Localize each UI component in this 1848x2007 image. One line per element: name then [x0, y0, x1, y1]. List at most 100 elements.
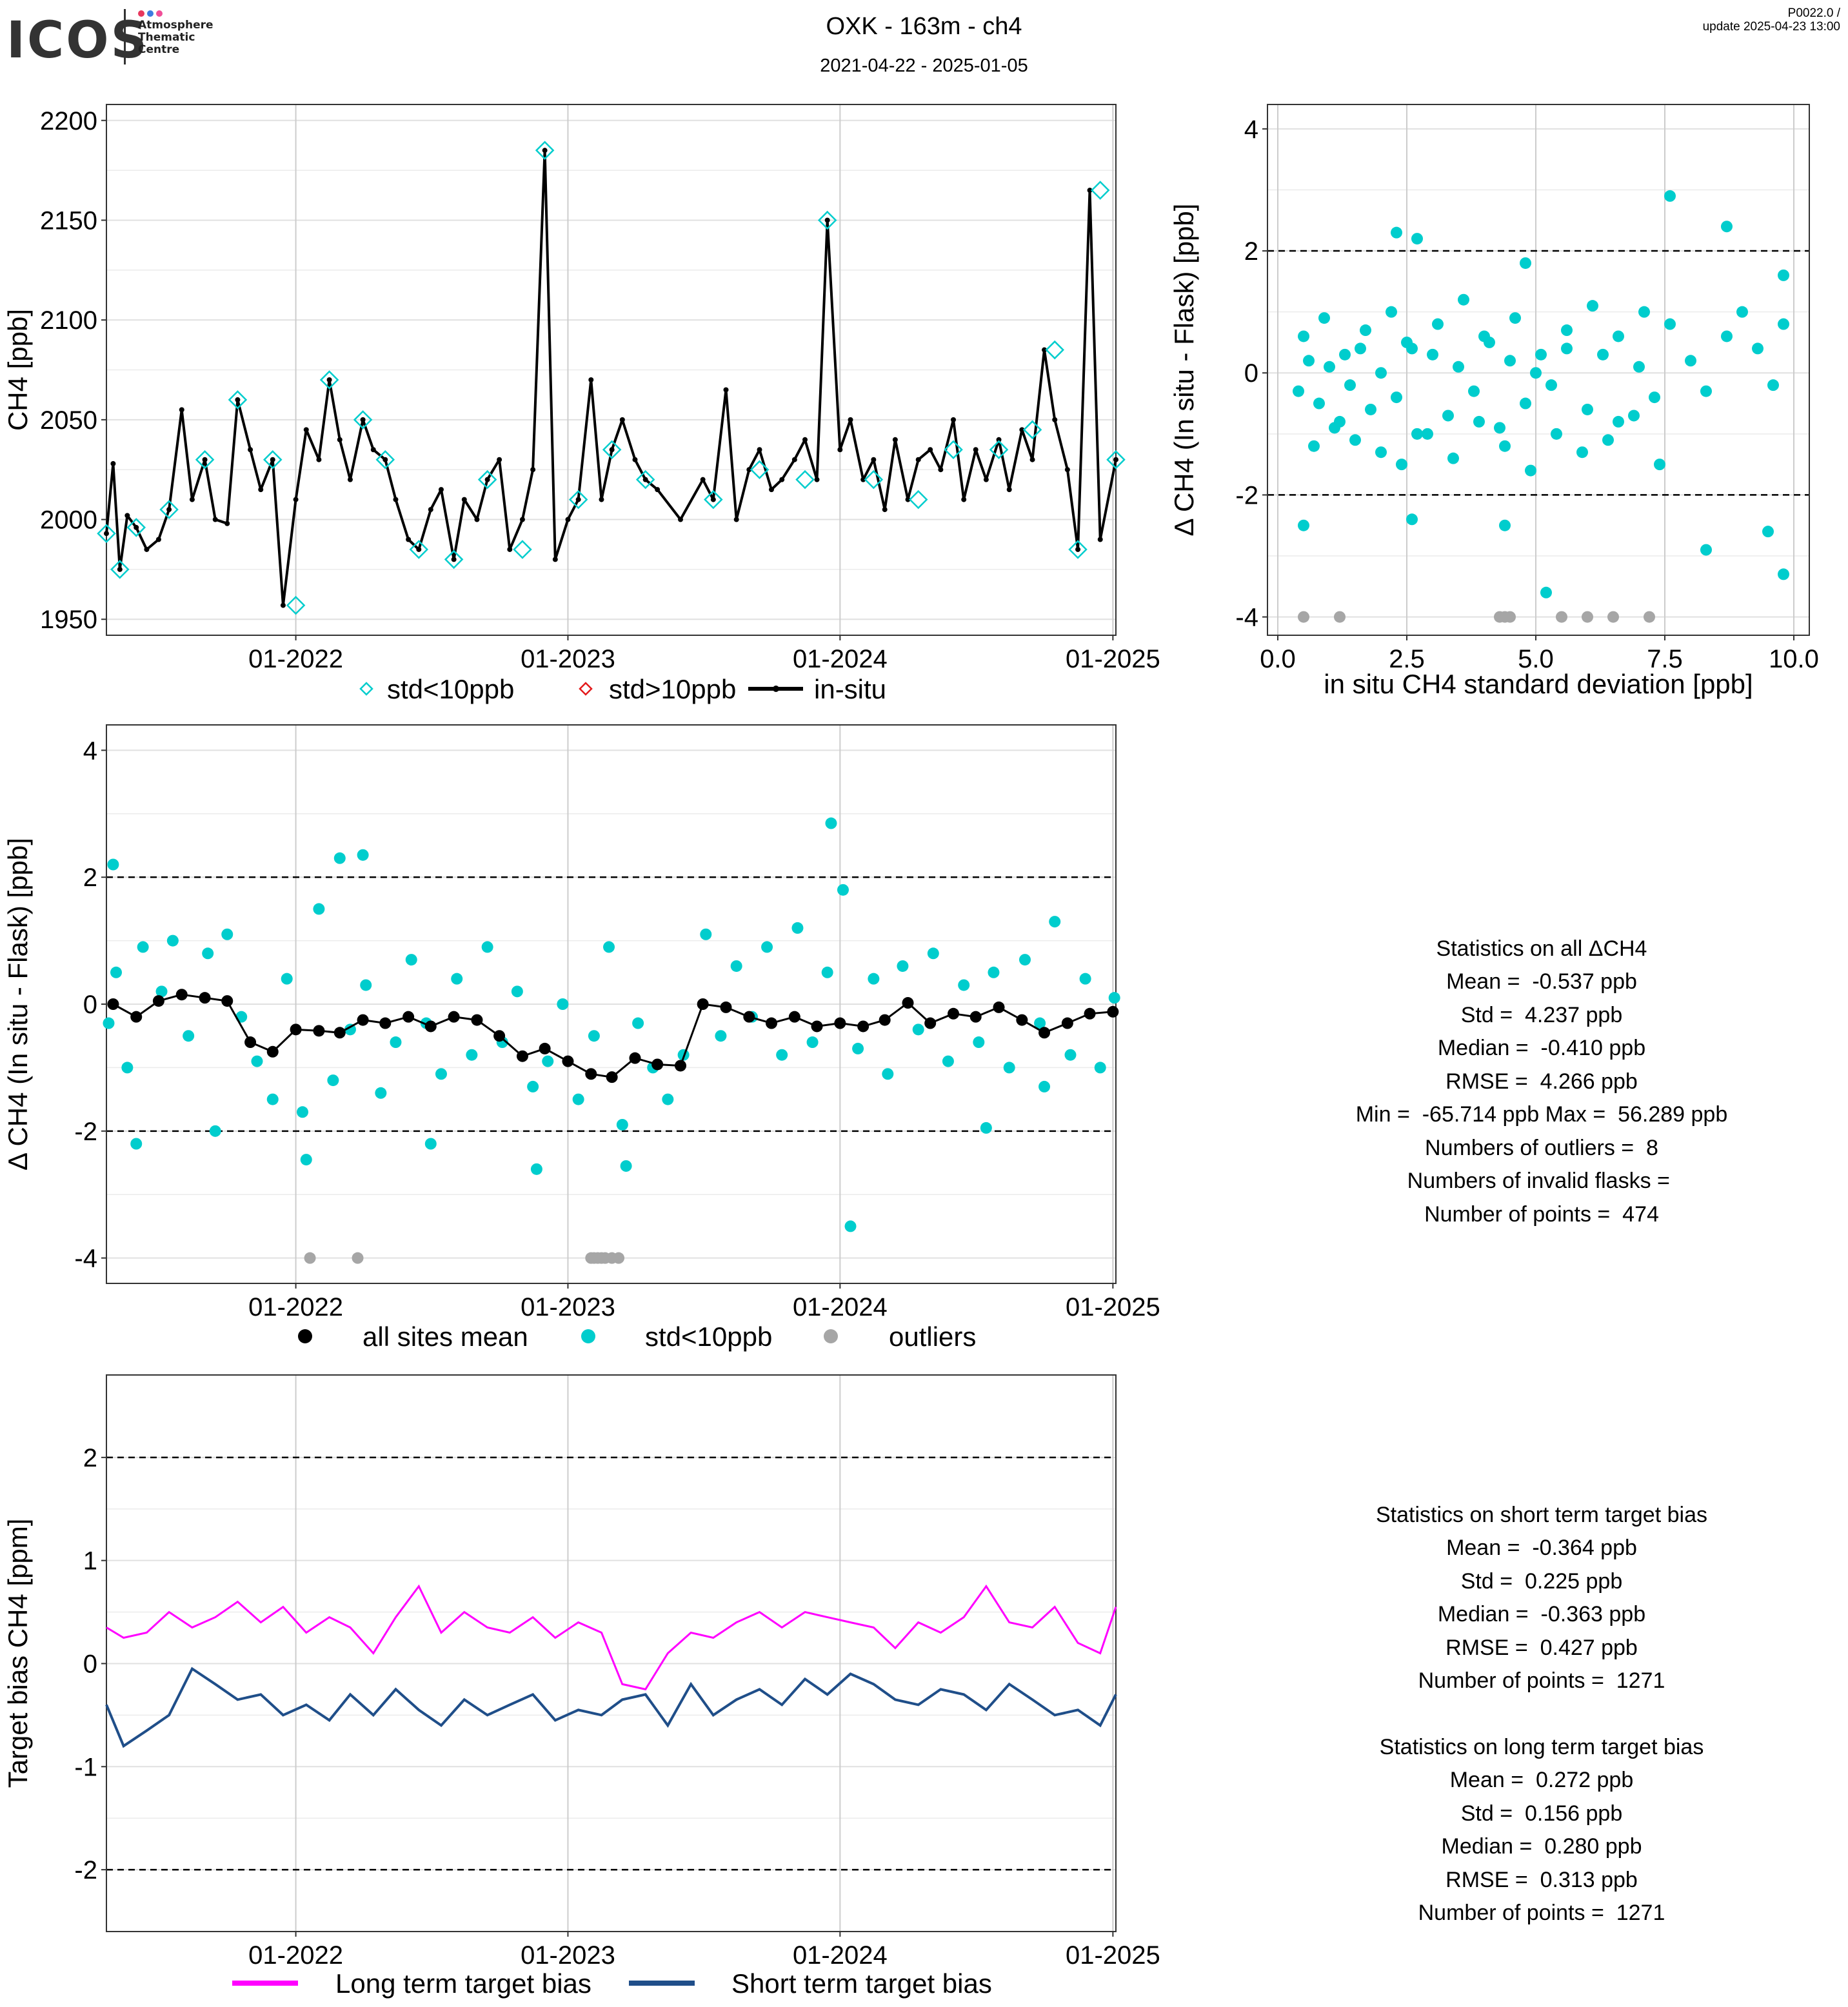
in-situ-point [280, 602, 286, 608]
all-sites-mean-point [1084, 1007, 1096, 1020]
std-lt10-diamond [353, 410, 373, 430]
all-sites-mean-point [313, 1025, 325, 1037]
scatter-point-outlier [1334, 611, 1346, 623]
scatter-point-std-lt10 [1664, 190, 1676, 202]
x-tick-label: 0.0 [1260, 645, 1296, 673]
scatter-point-std-lt10 [1406, 342, 1418, 355]
in-situ-point [134, 524, 139, 530]
delta-point-std-lt10 [1108, 992, 1120, 1004]
delta-point-std-lt10 [357, 849, 369, 861]
in-situ-point [973, 447, 979, 453]
logo-dot-pink [156, 10, 163, 17]
delta-point-std-lt10 [527, 1080, 539, 1092]
all-sites-mean-point [924, 1017, 937, 1029]
delta-point-std-lt10 [572, 1093, 584, 1105]
version-line2: update 2025-04-23 13:00 [1702, 20, 1840, 34]
all-sites-mean-point [199, 992, 211, 1004]
in-situ-point [155, 537, 161, 542]
y-axis-label: Target bias CH4 [ppm] [3, 1519, 33, 1788]
std-lt10-diamond [263, 450, 283, 470]
y-tick-label: -4 [1235, 604, 1258, 632]
all-sites-mean-point [857, 1020, 869, 1033]
in-situ-point [428, 507, 433, 513]
delta-point-std-lt10 [776, 1049, 788, 1061]
delta-point-std-lt10 [632, 1017, 644, 1029]
std-lt10-diamond [795, 470, 815, 489]
scatter-point-std-lt10 [1494, 422, 1505, 434]
scatter-point-std-lt10 [1613, 415, 1624, 428]
y-tick-label: -2 [1235, 481, 1258, 509]
logo-sub-line3: Centre [138, 43, 180, 56]
legend-label-in-situ: in-situ [814, 674, 886, 704]
x-tick-label: 5.0 [1518, 645, 1554, 673]
stats-short-block: Statistics on short term target bias Mean… [1284, 1465, 1800, 1731]
stats-long-std: Std = 0.156 ppb [1460, 1801, 1623, 1826]
legend-key-all-sites-mean [298, 1329, 312, 1343]
std-lt10-diamond [864, 470, 884, 489]
scatter-point-std-lt10 [1391, 391, 1402, 404]
x-tick-label: 2.5 [1389, 645, 1425, 673]
std-lt10-diamond [568, 489, 588, 509]
all-sites-mean-point [244, 1036, 257, 1049]
std-lt10-diamond [908, 489, 928, 509]
in-situ-point [951, 417, 957, 422]
all-sites-mean-point [562, 1055, 574, 1067]
stats-long-median: Median = 0.280 ppb [1441, 1834, 1642, 1859]
in-situ-point [104, 531, 109, 537]
scatter-point-std-lt10 [1375, 446, 1387, 459]
delta-point-std-lt10 [662, 1093, 674, 1105]
x-tick-label: 01-2022 [248, 645, 343, 673]
x-tick-label: 01-2024 [793, 645, 888, 673]
all-sites-mean-point [1107, 1005, 1119, 1018]
x-tick-label: 10.0 [1769, 645, 1819, 673]
legend-key-in-situ-dot [773, 686, 779, 692]
legends: std<10ppb std>10ppb in-situ all sites mean s… [232, 674, 992, 1999]
scatter-point-std-lt10 [1298, 330, 1309, 342]
all-sites-mean-point [720, 1001, 732, 1013]
std-lt10-diamond [944, 440, 963, 460]
std-lt10-diamond [126, 518, 146, 537]
all-sites-mean-point [221, 995, 233, 1007]
std-lt10-diamond [535, 141, 555, 160]
all-sites-mean-point [266, 1045, 279, 1058]
in-situ-point [723, 387, 729, 393]
logo-sub-line2: Thematic [138, 31, 195, 44]
scatter-point-std-lt10 [1499, 519, 1511, 531]
logo-subtitle: Atmosphere Thematic Centre [138, 19, 214, 56]
in-situ-point [270, 457, 275, 462]
delta-point-std-lt10 [868, 973, 880, 985]
scatter-point-std-lt10 [1654, 459, 1665, 471]
plot-background [106, 1375, 1116, 1932]
all-sites-mean-point [788, 1011, 800, 1023]
scatter-point-std-lt10 [1293, 385, 1304, 397]
scatter-point-std-lt10 [1442, 410, 1454, 422]
all-sites-mean-point [471, 1014, 483, 1026]
in-situ-point [248, 447, 253, 453]
delta-point-std-lt10 [1049, 916, 1061, 928]
in-situ-point [779, 477, 785, 482]
legend-label-long-term: Long term target bias [335, 1968, 591, 1999]
delta-point-outlier [613, 1252, 625, 1264]
std-lt10-diamond [286, 595, 306, 615]
delta-point-std-lt10 [137, 941, 149, 953]
in-situ-point [370, 447, 376, 453]
scatter-point-std-lt10 [1530, 367, 1542, 379]
version-line1: P0022.0 / [1787, 6, 1840, 20]
all-sites-mean-point [902, 997, 914, 1009]
delta-point-std-lt10 [130, 1138, 143, 1150]
legend-key-std-lt10 [359, 682, 373, 696]
y-tick-label: 2050 [40, 406, 97, 435]
delta-point-std-lt10 [333, 852, 346, 864]
chart-delta-timeseries: -4 -2 0 2 4 01-2022 01-2023 01-2024 01-2025 Δ CH4… [3, 724, 1160, 1321]
scatter-point-std-lt10 [1721, 221, 1733, 233]
delta-point-std-lt10 [296, 1106, 308, 1118]
in-situ-point [552, 557, 558, 562]
short-term-bias-line [105, 1666, 1117, 1748]
chart-timeseries: 1950 2000 2050 2100 2150 2200 01-2022 01-2023 01… [3, 104, 1160, 673]
stats-all-block: Statistics on all ΔCH4 Mean = -0.537 ppb S… [1284, 899, 1800, 1265]
in-situ-point [1029, 457, 1035, 462]
stats-all-median: Median = -0.410 ppb [1437, 1036, 1646, 1060]
scatter-point-std-lt10 [1339, 348, 1351, 361]
in-situ-point [393, 497, 399, 502]
